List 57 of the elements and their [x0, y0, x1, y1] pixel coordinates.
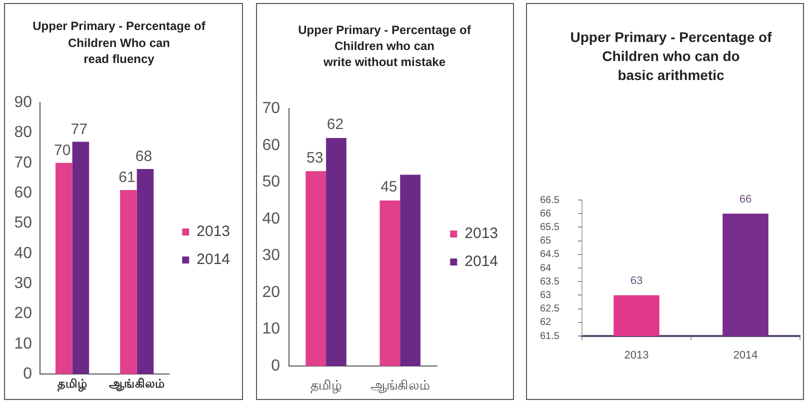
y-tick-label: 64 — [540, 262, 552, 274]
x-tick-label: தமிழ் — [57, 376, 88, 392]
x-tick-label: தமிழ் — [310, 377, 342, 392]
data-label: 70 — [54, 142, 71, 160]
y-tick-label: 66 — [540, 208, 552, 220]
y-tick-label: 10 — [262, 320, 280, 338]
y-tick-label: 62.5 — [540, 304, 560, 315]
data-label: 66 — [739, 194, 752, 206]
y-tick-label: 50 — [14, 214, 32, 232]
y-tick-label: 20 — [262, 284, 280, 301]
y-tick-label: 30 — [262, 247, 280, 264]
y-tick-label: 61.5 — [540, 330, 560, 342]
y-tick-label: 20 — [14, 305, 32, 322]
data-label: 61 — [118, 169, 136, 186]
y-tick-label: 0 — [23, 365, 32, 382]
legend-label: 2014 — [464, 253, 498, 270]
y-tick-label: 50 — [262, 174, 280, 191]
y-tick-label: 60 — [262, 136, 280, 154]
bar — [400, 174, 420, 366]
bar — [380, 200, 400, 366]
data-label: 62 — [326, 116, 344, 134]
bar — [72, 142, 90, 374]
y-tick-label: 65 — [540, 236, 552, 247]
y-tick-label: 80 — [14, 124, 32, 142]
y-tick-label: 70 — [262, 100, 280, 118]
y-tick-label: 40 — [262, 210, 280, 228]
legend-label: 2013 — [464, 225, 498, 242]
y-tick-label: 60 — [14, 184, 32, 202]
bar — [120, 190, 137, 374]
y-tick-label: 65.5 — [540, 222, 560, 233]
data-label: 77 — [70, 120, 88, 138]
y-tick-label: 63.5 — [540, 276, 560, 288]
bar — [306, 171, 326, 366]
x-tick-label: ஆங்கிலம் — [370, 377, 430, 392]
data-label: 63 — [630, 275, 643, 288]
chart-title: Upper Primary - Percentage of Children Who can read fluency — [32, 18, 206, 68]
chart-title: Upper Primary - Percentage of Children who can write without mistake — [297, 22, 472, 71]
bar — [136, 168, 154, 374]
data-label: 53 — [306, 149, 324, 166]
y-tick-label: 70 — [14, 154, 32, 172]
data-label: 45 — [380, 178, 398, 196]
legend-label: 2014 — [196, 251, 230, 268]
y-tick-label: 90 — [14, 94, 32, 112]
bar — [326, 138, 346, 366]
x-tick-label: ஆங்கிலம் — [108, 376, 165, 392]
y-tick-label: 0 — [271, 357, 280, 374]
y-tick-label: 10 — [14, 335, 32, 352]
chart-title: Upper Primary - Percentage of Children who can do basic arithmetic — [569, 28, 773, 85]
y-tick-label: 63 — [540, 290, 552, 301]
y-tick-label: 40 — [14, 244, 32, 262]
y-tick-label: 66.5 — [540, 194, 560, 206]
data-label: 68 — [135, 148, 152, 166]
y-tick-label: 62 — [540, 317, 552, 328]
y-tick-label: 30 — [14, 274, 32, 292]
y-tick-label: 64.5 — [540, 249, 560, 260]
legend-label: 2013 — [196, 223, 230, 240]
bar — [55, 162, 72, 374]
